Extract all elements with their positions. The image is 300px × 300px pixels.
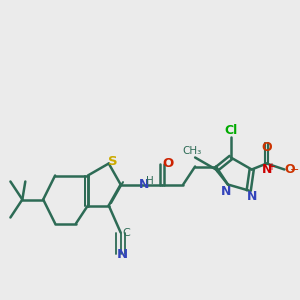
Text: S: S [108, 154, 118, 168]
Text: CH₃: CH₃ [182, 146, 202, 156]
Text: −: − [290, 164, 299, 175]
Text: N: N [247, 190, 257, 203]
Text: O: O [284, 163, 295, 176]
Text: C: C [122, 227, 130, 238]
Text: N: N [139, 178, 150, 191]
Text: +: + [267, 161, 275, 172]
Text: O: O [162, 157, 173, 170]
Text: N: N [117, 248, 128, 262]
Text: O: O [261, 141, 272, 154]
Text: N: N [261, 163, 272, 176]
Text: H: H [146, 176, 154, 187]
Text: N: N [221, 184, 232, 198]
Text: Cl: Cl [224, 124, 238, 137]
